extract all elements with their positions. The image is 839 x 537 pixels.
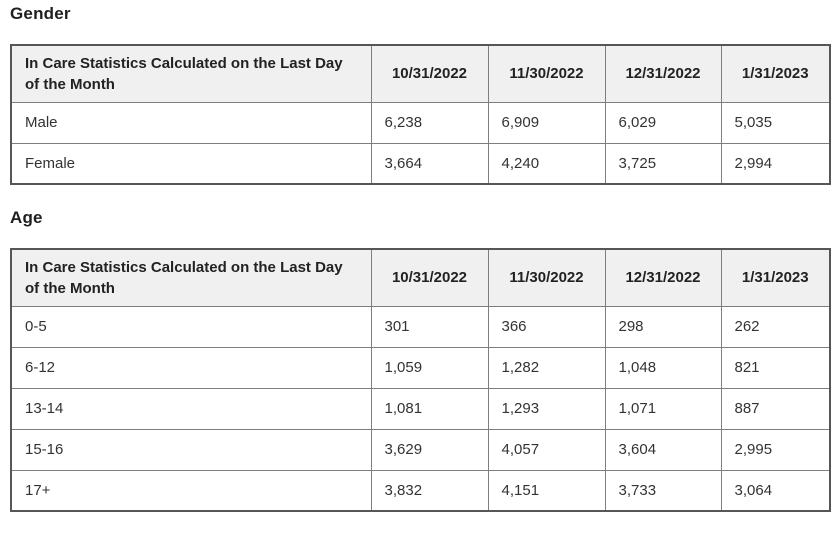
col-header-statistics-label: In Care Statistics Calculated on the Las…	[10, 44, 372, 103]
cell-value: 821	[720, 346, 831, 389]
col-header-date-1: 10/31/2022	[370, 44, 489, 103]
table-row-male: Male 6,238 6,909 6,029 5,035	[10, 101, 831, 144]
col-header-date-2: 11/30/2022	[487, 44, 606, 103]
cell-value: 3,629	[370, 428, 489, 471]
cell-value: 887	[720, 387, 831, 430]
cell-value: 6,909	[487, 101, 606, 144]
cell-value: 4,151	[487, 469, 606, 512]
cell-value: 2,995	[720, 428, 831, 471]
cell-value: 3,725	[604, 142, 722, 185]
table-row-age-15-16: 15-16 3,629 4,057 3,604 2,995	[10, 428, 831, 471]
cell-value: 3,733	[604, 469, 722, 512]
table-row-female: Female 3,664 4,240 3,725 2,994	[10, 142, 831, 185]
row-label: Male	[10, 101, 372, 144]
table-row-age-13-14: 13-14 1,081 1,293 1,071 887	[10, 387, 831, 430]
col-header-date-2: 11/30/2022	[487, 248, 606, 307]
row-label: 17+	[10, 469, 372, 512]
cell-value: 298	[604, 305, 722, 348]
table-row-age-0-5: 0-5 301 366 298 262	[10, 305, 831, 348]
section-heading-age: Age	[10, 208, 43, 227]
cell-value: 262	[720, 305, 831, 348]
cell-value: 6,238	[370, 101, 489, 144]
age-table-header-row: In Care Statistics Calculated on the Las…	[10, 248, 831, 307]
row-label: 13-14	[10, 387, 372, 430]
row-label: 15-16	[10, 428, 372, 471]
cell-value: 3,664	[370, 142, 489, 185]
cell-value: 1,293	[487, 387, 606, 430]
col-header-date-3: 12/31/2022	[604, 44, 722, 103]
table-row-age-6-12: 6-12 1,059 1,282 1,048 821	[10, 346, 831, 389]
cell-value: 5,035	[720, 101, 831, 144]
cell-value: 1,071	[604, 387, 722, 430]
cell-value: 1,048	[604, 346, 722, 389]
row-label: 0-5	[10, 305, 372, 348]
cell-value: 4,240	[487, 142, 606, 185]
row-label: Female	[10, 142, 372, 185]
cell-value: 3,064	[720, 469, 831, 512]
cell-value: 3,832	[370, 469, 489, 512]
section-heading-gender: Gender	[10, 4, 71, 23]
col-header-date-4: 1/31/2023	[720, 248, 831, 307]
cell-value: 2,994	[720, 142, 831, 185]
cell-value: 366	[487, 305, 606, 348]
age-table: In Care Statistics Calculated on the Las…	[10, 248, 831, 512]
gender-table: In Care Statistics Calculated on the Las…	[10, 44, 831, 185]
col-header-date-1: 10/31/2022	[370, 248, 489, 307]
cell-value: 1,059	[370, 346, 489, 389]
cell-value: 3,604	[604, 428, 722, 471]
cell-value: 301	[370, 305, 489, 348]
table-row-age-17-plus: 17+ 3,832 4,151 3,733 3,064	[10, 469, 831, 512]
col-header-statistics-label: In Care Statistics Calculated on the Las…	[10, 248, 372, 307]
cell-value: 4,057	[487, 428, 606, 471]
cell-value: 1,081	[370, 387, 489, 430]
gender-table-header-row: In Care Statistics Calculated on the Las…	[10, 44, 831, 103]
row-label: 6-12	[10, 346, 372, 389]
report-page: Gender In Care Statistics Calculated on …	[10, 4, 831, 512]
cell-value: 1,282	[487, 346, 606, 389]
cell-value: 6,029	[604, 101, 722, 144]
col-header-date-3: 12/31/2022	[604, 248, 722, 307]
col-header-date-4: 1/31/2023	[720, 44, 831, 103]
